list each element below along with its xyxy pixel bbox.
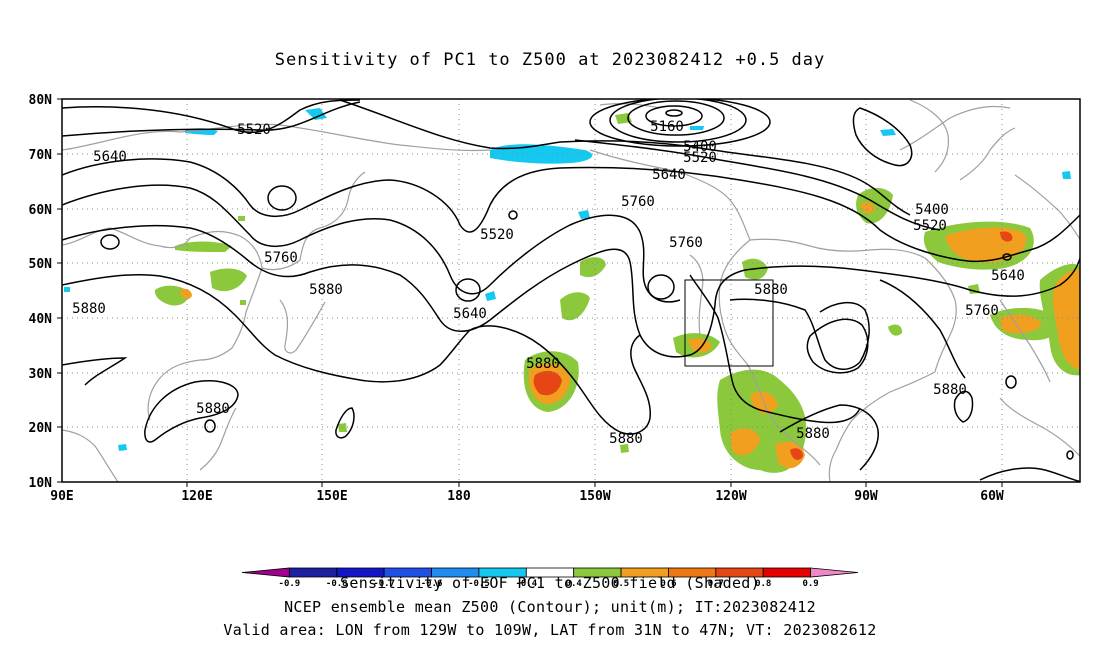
z500-contours [62,99,1080,482]
colorbar-label: -0.6 [421,579,443,589]
longitude-labels: 90E 120E 150E 180 150W 120W 90W 60W [50,489,1004,504]
contour-label: 5880 [309,282,343,298]
sensitivity-shading [64,108,1080,473]
map-frame [61,98,1081,483]
lat-label: 20N [29,421,53,436]
contour-label: 5400 [915,202,949,218]
contour-label: 5880 [526,356,560,372]
lon-label: 150E [316,489,347,504]
lon-label: 120E [181,489,212,504]
contour-labels: 5160 5400 5520 5640 5760 5880 5520 5640 … [72,119,1025,447]
contour-label: 5160 [650,119,684,135]
positive-sensitivity-high [533,231,1013,460]
caption-contour: NCEP ensemble mean Z500 (Contour); unit(… [284,598,816,616]
colorbar-label: -0.4 [515,579,537,589]
lat-label: 60N [29,203,53,218]
positive-sensitivity-low [154,113,1080,473]
lat-label: 50N [29,257,53,272]
colorbar-label: -0.7 [373,579,395,589]
contour-label: 5400 [683,139,717,155]
contour-label: 5880 [933,382,967,398]
contour-label: 5640 [453,306,487,322]
lat-label: 30N [29,367,53,382]
lat-label: 70N [29,148,53,163]
contour-label: 5760 [264,250,298,266]
map-title: Sensitivity of PC1 to Z500 at 2023082412… [274,50,826,70]
valid-area-box [684,279,774,367]
contour-label: 5760 [669,235,703,251]
colorbar-label: -0.8 [326,579,348,589]
contour-label: 5520 [237,122,271,138]
contour-label: 5520 [480,227,514,243]
contour-label: 5520 [913,218,947,234]
lat-label: 40N [29,312,53,327]
colorbar-label: 0.5 [613,579,629,589]
colorbar-label: 0.9 [802,579,818,589]
caption-shading: Sensitivity of EOF PC1 to Z500 field (Sh… [340,574,760,592]
lon-label: 60W [980,489,1004,504]
lon-label: 150W [579,489,610,504]
contour-label: 5880 [196,401,230,417]
contour-label: 5880 [609,431,643,447]
contour-label: 5880 [796,426,830,442]
contour-label: 5640 [991,268,1025,284]
colorbar-label: -0.5 [468,579,490,589]
lon-label: 120W [715,489,746,504]
contour-label: 5520 [683,150,717,166]
latitude-labels: 80N 70N 60N 50N 40N 30N 20N 10N [29,93,53,491]
colorbar-label: 0.8 [755,579,771,589]
caption-valid-area: Valid area: LON from 129W to 109W, LAT f… [223,621,877,639]
negative-sensitivity [64,108,1071,451]
axis-ticks [57,98,1003,487]
contour-label: 5640 [652,167,686,183]
lon-label: 90E [50,489,73,504]
colorbar: -0.9 -0.8 -0.7 -0.6 -0.5 -0.4 0.4 0.5 0.6 0.7 0.8 0… [241,567,859,589]
colorbar-label: 0.7 [708,579,724,589]
contour-label: 5880 [72,301,106,317]
lat-label: 80N [29,93,53,108]
contour-label: 5760 [621,194,655,210]
colorbar-label: -0.9 [279,579,301,589]
lat-label: 10N [29,476,53,491]
coastlines [62,99,1080,482]
lon-label: 90W [854,489,878,504]
contour-label: 5880 [754,282,788,298]
colorbar-label: 0.4 [566,579,583,589]
colorbar-label: 0.6 [660,579,676,589]
lon-label: 180 [447,489,471,504]
colorbar-swatch [810,567,859,578]
contour-label: 5760 [965,303,999,319]
contour-label: 5640 [93,149,127,165]
